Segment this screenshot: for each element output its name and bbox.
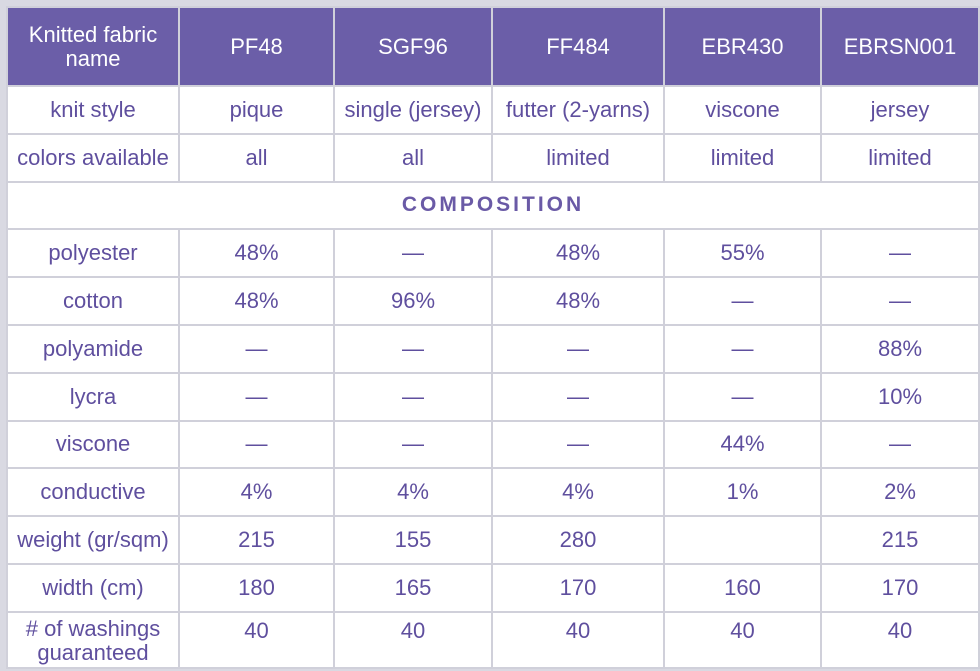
row-label: # of washings guaranteed: [6, 610, 180, 670]
table-cell: —: [663, 276, 822, 326]
row-label: knit style: [6, 85, 180, 135]
table-cell: 10%: [820, 371, 980, 422]
table-cell: 280: [491, 515, 665, 565]
table-cell: 48%: [178, 228, 335, 279]
table-cell: 40: [178, 610, 335, 670]
table-cell: all: [178, 132, 335, 183]
row-label: width (cm): [6, 562, 180, 613]
table-cell: 170: [491, 562, 665, 613]
table-row: viscone — — — 44% —: [6, 419, 980, 470]
header-fabric: EBR430: [663, 6, 822, 87]
row-label: conductive: [6, 467, 180, 518]
fabric-spec-table: Knitted fabric name PF48 SGF96 FF484 EBR…: [6, 6, 980, 670]
table-cell: 96%: [333, 276, 493, 326]
table-row: lycra — — — — 10%: [6, 371, 980, 422]
table-cell: 1%: [663, 467, 822, 518]
table-cell: 48%: [491, 276, 665, 326]
table-row: colors available all all limited limited…: [6, 132, 980, 183]
header-fabric: FF484: [491, 6, 665, 87]
table-cell: 48%: [178, 276, 335, 326]
table-cell: —: [491, 371, 665, 422]
table-cell: 160: [663, 562, 822, 613]
row-label: colors available: [6, 132, 180, 183]
table-cell: 44%: [663, 419, 822, 470]
table-cell: 40: [333, 610, 493, 670]
table-cell: —: [820, 419, 980, 470]
table-cell: —: [820, 228, 980, 279]
table-cell: —: [663, 323, 822, 374]
table-cell: jersey: [820, 85, 980, 135]
table-row: knit style pique single (jersey) futter …: [6, 85, 980, 135]
table-cell: —: [491, 323, 665, 374]
table-row: polyester 48% — 48% 55% —: [6, 228, 980, 279]
table-cell: —: [333, 323, 493, 374]
table-cell: limited: [491, 132, 665, 183]
table-cell: —: [820, 276, 980, 326]
table-cell: —: [333, 371, 493, 422]
table-cell: limited: [663, 132, 822, 183]
table-cell: 40: [820, 610, 980, 670]
table-cell: 215: [820, 515, 980, 565]
table-cell: —: [333, 419, 493, 470]
table-row: conductive 4% 4% 4% 1% 2%: [6, 467, 980, 518]
table-cell: —: [178, 371, 335, 422]
row-label: weight (gr/sqm): [6, 515, 180, 565]
table-cell: all: [333, 132, 493, 183]
table-cell: 170: [820, 562, 980, 613]
table-cell: 40: [663, 610, 822, 670]
table-row: width (cm) 180 165 170 160 170: [6, 562, 980, 613]
table-cell: 4%: [333, 467, 493, 518]
table-row: polyamide — — — — 88%: [6, 323, 980, 374]
header-name-label: Knitted fabric name: [6, 6, 180, 87]
row-label: viscone: [6, 419, 180, 470]
table-cell: 180: [178, 562, 335, 613]
row-label: lycra: [6, 371, 180, 422]
section-row: COMPOSITION: [6, 180, 980, 231]
header-fabric: SGF96: [333, 6, 493, 87]
row-label: polyester: [6, 228, 180, 279]
table-cell: 215: [178, 515, 335, 565]
table-cell: 165: [333, 562, 493, 613]
table-cell: 40: [491, 610, 665, 670]
header-fabric: PF48: [178, 6, 335, 87]
table-cell: —: [178, 419, 335, 470]
table-cell: —: [333, 228, 493, 279]
table-cell: viscone: [663, 85, 822, 135]
table-cell: 2%: [820, 467, 980, 518]
table-cell: futter (2-yarns): [491, 85, 665, 135]
table-cell: 4%: [178, 467, 335, 518]
table-cell: 88%: [820, 323, 980, 374]
table-cell: 55%: [663, 228, 822, 279]
header-row: Knitted fabric name PF48 SGF96 FF484 EBR…: [6, 6, 980, 87]
row-label: polyamide: [6, 323, 180, 374]
header-fabric: EBRSN001: [820, 6, 980, 87]
table-cell: single (jersey): [333, 85, 493, 135]
row-label: cotton: [6, 276, 180, 326]
table-cell: —: [663, 371, 822, 422]
table-cell: —: [178, 323, 335, 374]
table-row: cotton 48% 96% 48% — —: [6, 276, 980, 326]
table-cell: 48%: [491, 228, 665, 279]
table-row: # of washings guaranteed 40 40 40 40 40: [6, 610, 980, 670]
table-cell: limited: [820, 132, 980, 183]
table-cell: —: [491, 419, 665, 470]
table-row: weight (gr/sqm) 215 155 280 215: [6, 515, 980, 565]
table-cell: [663, 515, 822, 565]
table-cell: pique: [178, 85, 335, 135]
table-cell: 4%: [491, 467, 665, 518]
table-cell: 155: [333, 515, 493, 565]
section-title: COMPOSITION: [6, 180, 980, 231]
